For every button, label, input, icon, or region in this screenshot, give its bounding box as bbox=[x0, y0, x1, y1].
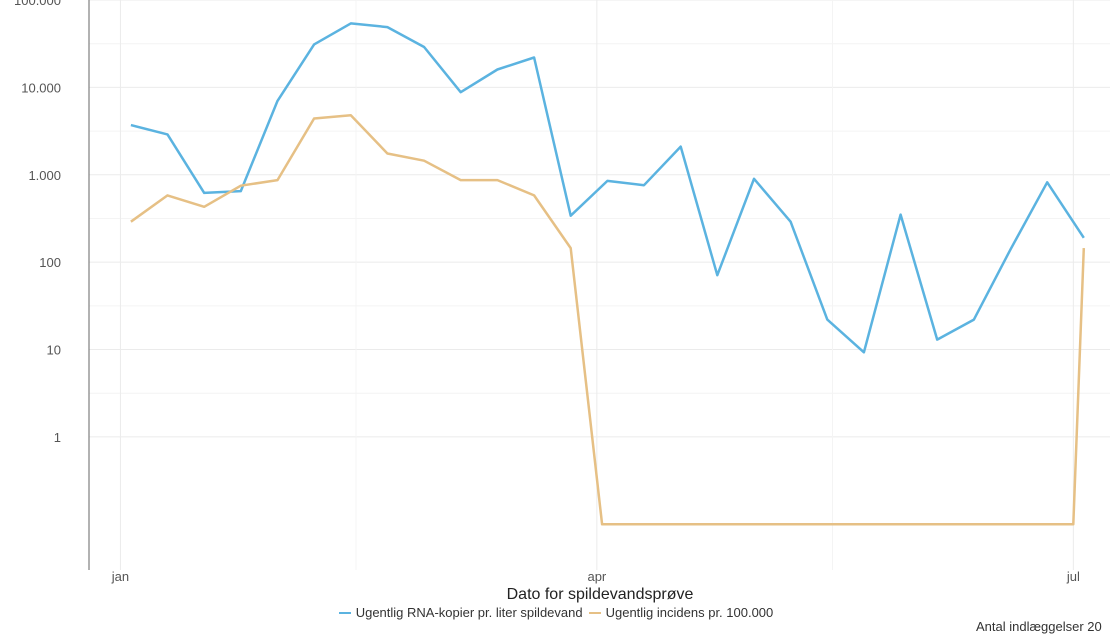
legend-swatch-incidence bbox=[588, 611, 601, 614]
legend: Ugentlig RNA-kopier pr. liter spildevand… bbox=[0, 605, 1112, 620]
footnote-text: Antal indlæggelser 20 bbox=[976, 619, 1102, 634]
x-tick-label: jul bbox=[1066, 569, 1080, 584]
x-tick-labels: jan apr jul bbox=[111, 569, 1080, 584]
y-tick-label: 10.000 bbox=[21, 80, 61, 95]
y-tick-label: 10 bbox=[47, 343, 61, 358]
series-lines bbox=[130, 22, 1086, 526]
rna-series-line bbox=[130, 22, 1085, 354]
legend-item-incidence: Ugentlig incidens pr. 100.000 bbox=[588, 605, 774, 620]
y-tick-labels: 1 10 100 1.000 10.000 100.000 bbox=[14, 0, 61, 445]
legend-label-incidence: Ugentlig incidens pr. 100.000 bbox=[605, 605, 774, 620]
y-tick-label: 100 bbox=[39, 255, 61, 270]
legend-item-rna: Ugentlig RNA-kopier pr. liter spildevand bbox=[338, 605, 583, 620]
legend-swatch-rna bbox=[338, 611, 351, 614]
y-tick-label: 100.000 bbox=[14, 0, 61, 8]
y-tick-label: 1 bbox=[54, 430, 61, 445]
incidence-series-line bbox=[130, 113, 1086, 526]
legend-label-rna: Ugentlig RNA-kopier pr. liter spildevand bbox=[355, 605, 583, 620]
x-tick-label: jan bbox=[111, 569, 129, 584]
grid-lines bbox=[89, 0, 1110, 570]
x-axis-title: Dato for spildevandsprøve bbox=[507, 586, 694, 603]
x-tick-label: apr bbox=[587, 569, 606, 584]
y-tick-label: 1.000 bbox=[28, 168, 61, 183]
